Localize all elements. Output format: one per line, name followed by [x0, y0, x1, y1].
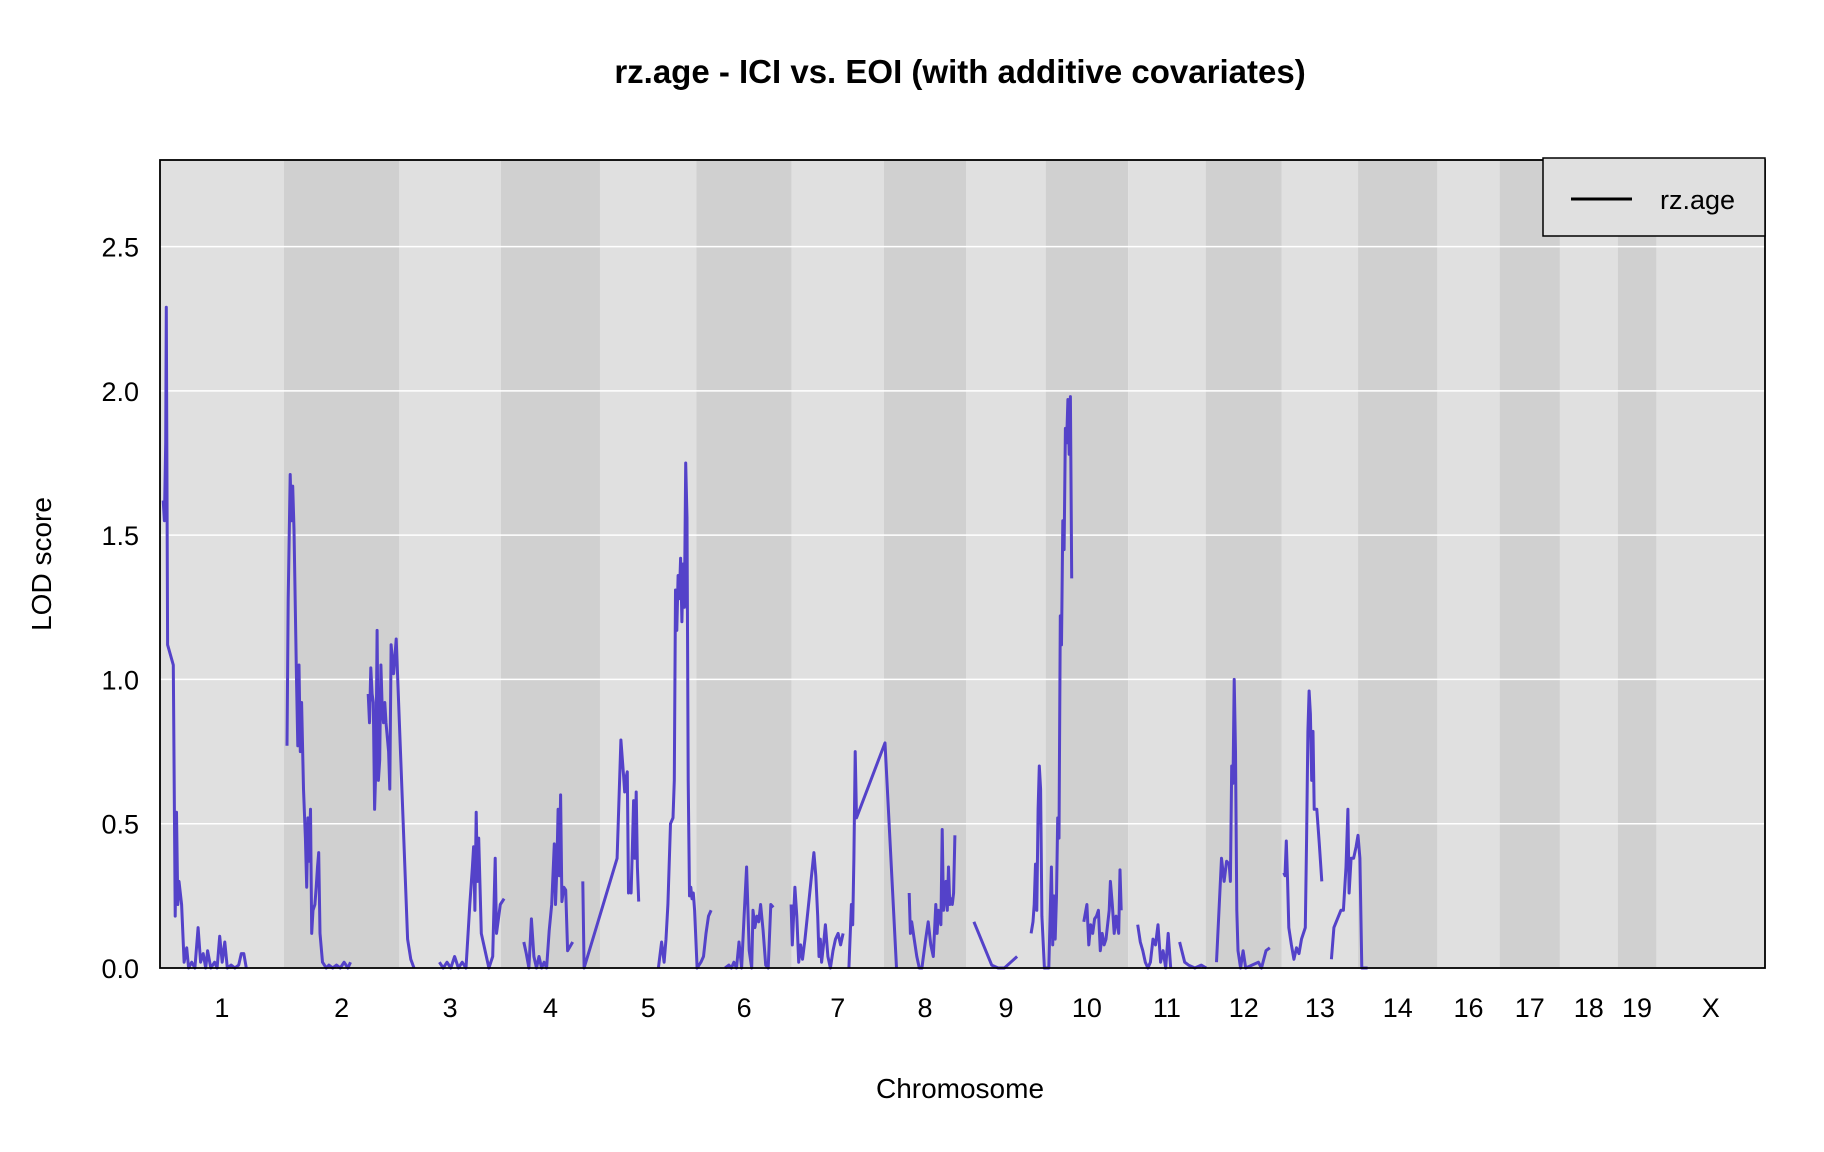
series-line-segment — [366, 628, 416, 969]
x-tick-label: 9 — [998, 993, 1013, 1023]
chromosome-band — [1499, 160, 1560, 968]
series-line-segment — [438, 810, 506, 970]
series-line-segment — [1029, 395, 1074, 970]
series-line-segment — [1082, 868, 1123, 953]
chart-title: rz.age - ICI vs. EOI (with additive cova… — [614, 53, 1305, 90]
series-line-segment — [522, 793, 574, 970]
x-tick-label: 12 — [1229, 993, 1259, 1023]
x-axis-label: Chromosome — [876, 1073, 1044, 1104]
x-tick-label: X — [1702, 993, 1720, 1023]
legend: rz.age — [1542, 157, 1766, 237]
chromosome-band — [1559, 160, 1618, 968]
y-tick-label: 1.5 — [101, 521, 139, 551]
series-line-segment — [581, 738, 641, 970]
y-tick-label: 0.5 — [101, 810, 139, 840]
chromosome-band — [500, 160, 600, 968]
x-tick-label: 16 — [1453, 993, 1483, 1023]
series-line-segment — [1215, 677, 1271, 970]
chromosome-band — [696, 160, 792, 968]
x-tick-label: 1 — [214, 993, 229, 1023]
y-axis-label: LOD score — [26, 497, 57, 631]
series-line-segment — [1178, 941, 1208, 970]
chromosome-bands — [160, 160, 1765, 968]
x-tick-label: 3 — [443, 993, 458, 1023]
chromosome-band — [399, 160, 501, 968]
x-tick-label: 7 — [830, 993, 845, 1023]
chromosome-band — [883, 160, 967, 968]
chromosome-band — [1358, 160, 1438, 968]
chromosome-band — [283, 160, 400, 968]
chromosome-band — [1205, 160, 1282, 968]
chromosome-band — [791, 160, 884, 968]
y-tick-label: 1.0 — [101, 665, 139, 695]
legend-label: rz.age — [1660, 185, 1735, 215]
y-tick-label: 2.5 — [101, 233, 139, 263]
x-tick-label: 13 — [1305, 993, 1335, 1023]
x-tick-label: 2 — [334, 993, 349, 1023]
series-line-segment — [285, 473, 352, 970]
plot-frame — [159, 159, 1766, 969]
x-tick-label: 19 — [1622, 993, 1652, 1023]
y-axis-ticks: 0.0 0.5 1.0 1.5 2.0 2.5 — [101, 233, 139, 984]
x-tick-label: 4 — [543, 993, 558, 1023]
chromosome-band — [160, 160, 284, 968]
series-line-segment — [1136, 923, 1173, 970]
x-axis-ticks: 1 2 3 4 5 6 7 8 9 10 11 12 13 14 16 17 18 19 X — [214, 993, 1719, 1023]
series-line-segment — [656, 461, 713, 970]
chromosome-band — [1437, 160, 1500, 968]
legend-box — [1542, 157, 1766, 237]
x-tick-label: 6 — [737, 993, 752, 1023]
series-line-segment — [161, 305, 248, 970]
y-tick-label: 2.0 — [101, 377, 139, 407]
series-line-segment — [1282, 689, 1324, 961]
chromosome-band — [966, 160, 1046, 968]
x-tick-label: 17 — [1515, 993, 1545, 1023]
chromosome-band — [1617, 160, 1657, 968]
x-tick-label: 5 — [641, 993, 656, 1023]
series-layer — [161, 305, 1368, 970]
x-tick-label: 8 — [918, 993, 933, 1023]
y-tick-label: 0.0 — [101, 954, 139, 984]
x-tick-label: 10 — [1072, 993, 1102, 1023]
x-tick-label: 11 — [1153, 993, 1181, 1023]
series-line-segment — [907, 828, 957, 970]
chromosome-band — [1128, 160, 1206, 968]
series-line-segment — [1329, 807, 1368, 970]
chromosome-band — [1656, 160, 1765, 968]
series-line-segment — [847, 741, 898, 969]
x-tick-label: 18 — [1574, 993, 1604, 1023]
x-tick-label: 14 — [1383, 993, 1413, 1023]
series-line-segment — [789, 851, 845, 970]
